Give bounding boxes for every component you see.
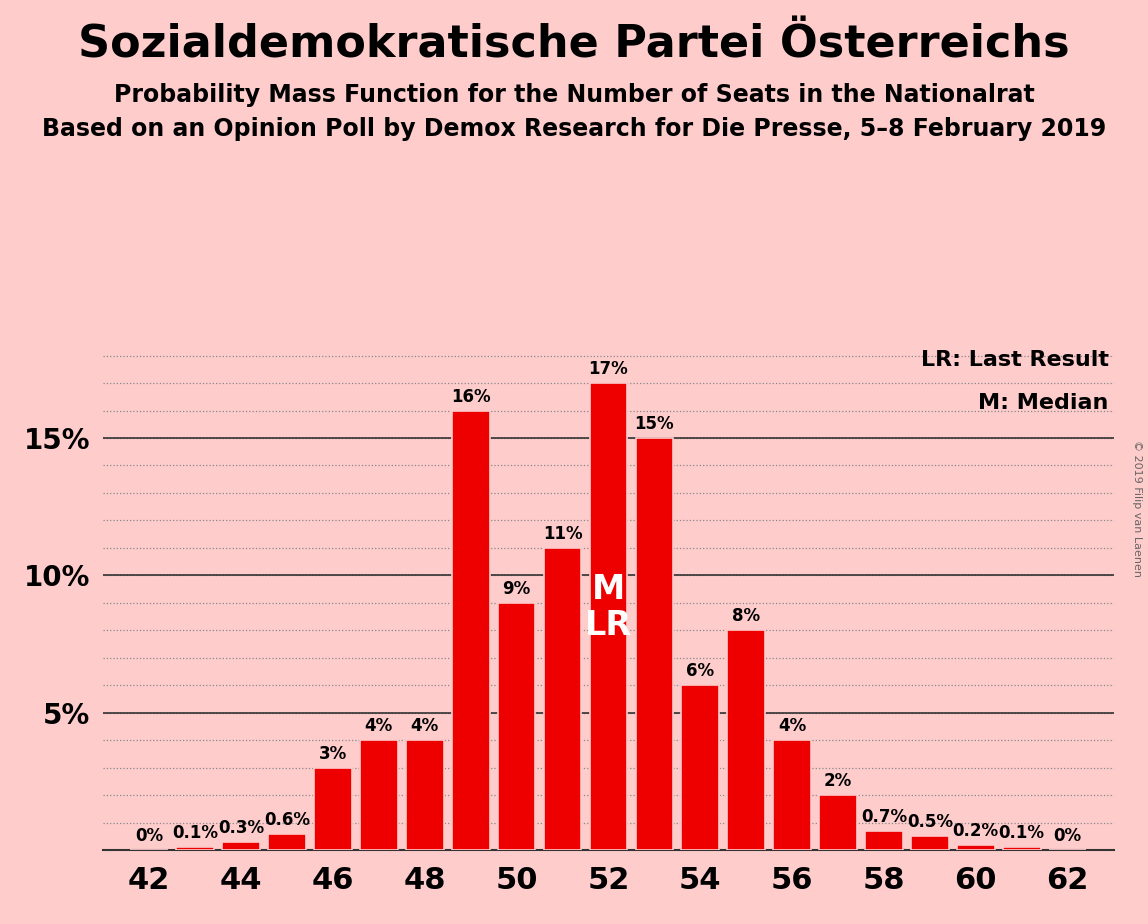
Text: Based on an Opinion Poll by Demox Research for Die Presse, 5–8 February 2019: Based on an Opinion Poll by Demox Resear… bbox=[41, 117, 1107, 141]
Text: 0.6%: 0.6% bbox=[264, 810, 310, 829]
Text: 4%: 4% bbox=[778, 717, 806, 736]
Text: 15%: 15% bbox=[635, 415, 674, 433]
Text: 3%: 3% bbox=[319, 745, 347, 762]
Text: 0%: 0% bbox=[1054, 827, 1081, 845]
Text: Sozialdemokratische Partei Österreichs: Sozialdemokratische Partei Österreichs bbox=[78, 23, 1070, 67]
Bar bbox=[544, 548, 581, 850]
Text: 0%: 0% bbox=[135, 827, 163, 845]
Text: 8%: 8% bbox=[732, 607, 760, 626]
Bar bbox=[1003, 847, 1040, 850]
Bar bbox=[636, 438, 673, 850]
Bar bbox=[177, 847, 214, 850]
Text: 0.1%: 0.1% bbox=[172, 824, 218, 843]
Bar bbox=[682, 686, 719, 850]
Text: 16%: 16% bbox=[451, 387, 490, 406]
Text: 0.1%: 0.1% bbox=[999, 824, 1045, 843]
Text: 0.7%: 0.7% bbox=[861, 808, 907, 826]
Text: 2%: 2% bbox=[824, 772, 852, 790]
Bar bbox=[223, 842, 259, 850]
Bar bbox=[360, 740, 397, 850]
Bar bbox=[590, 383, 627, 850]
Text: 4%: 4% bbox=[411, 717, 439, 736]
Bar bbox=[315, 768, 351, 850]
Bar bbox=[269, 833, 305, 850]
Text: 0.2%: 0.2% bbox=[953, 821, 999, 840]
Bar bbox=[866, 831, 902, 850]
Text: Probability Mass Function for the Number of Seats in the Nationalrat: Probability Mass Function for the Number… bbox=[114, 83, 1034, 107]
Text: 6%: 6% bbox=[687, 663, 714, 680]
Text: M
LR: M LR bbox=[584, 573, 633, 641]
Bar bbox=[498, 602, 535, 850]
Bar bbox=[728, 630, 765, 850]
Text: 17%: 17% bbox=[589, 360, 628, 378]
Bar bbox=[452, 410, 489, 850]
Text: LR: Last Result: LR: Last Result bbox=[921, 349, 1109, 370]
Text: 0.5%: 0.5% bbox=[907, 813, 953, 832]
Bar bbox=[957, 845, 994, 850]
Bar bbox=[774, 740, 810, 850]
Text: 11%: 11% bbox=[543, 525, 582, 543]
Bar bbox=[406, 740, 443, 850]
Text: 4%: 4% bbox=[365, 717, 393, 736]
Bar bbox=[912, 836, 948, 850]
Text: M: Median: M: Median bbox=[978, 393, 1109, 413]
Text: © 2019 Filip van Laenen: © 2019 Filip van Laenen bbox=[1132, 440, 1142, 577]
Bar bbox=[820, 796, 856, 850]
Text: 9%: 9% bbox=[503, 580, 530, 598]
Text: 0.3%: 0.3% bbox=[218, 819, 264, 837]
